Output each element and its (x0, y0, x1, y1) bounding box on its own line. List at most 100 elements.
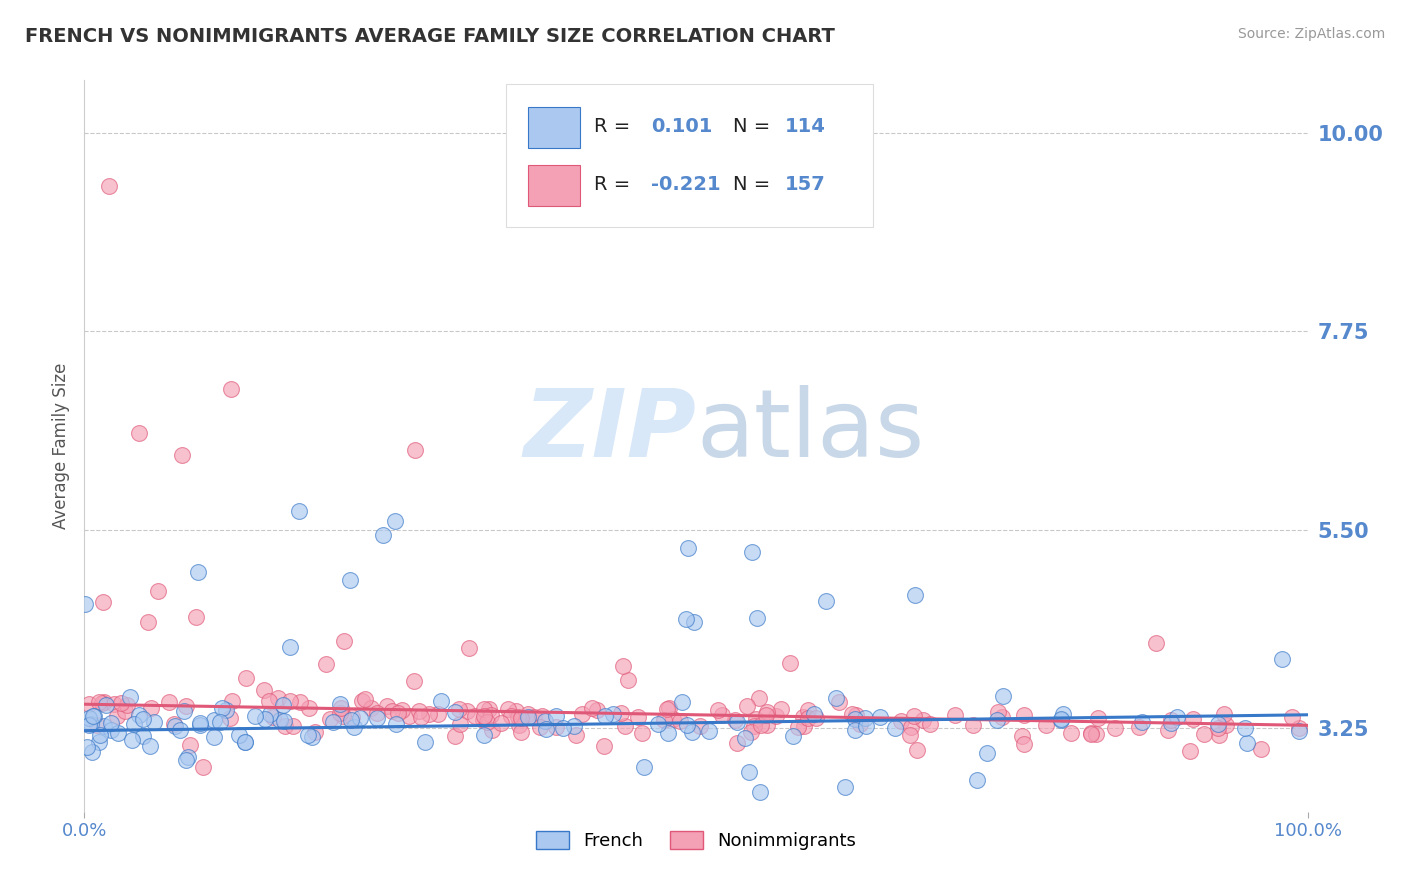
FancyBboxPatch shape (506, 84, 873, 227)
French (855, 719, 877, 733)
Nonimmigrants (593, 739, 616, 754)
French (297, 728, 319, 742)
Nonimmigrants (631, 725, 654, 739)
French (100, 716, 122, 731)
French (329, 697, 352, 711)
French (89, 735, 111, 749)
French (269, 713, 291, 727)
Nonimmigrants (221, 694, 243, 708)
French (93, 719, 115, 733)
Nonimmigrants (342, 710, 364, 724)
Nonimmigrants (163, 717, 186, 731)
Nonimmigrants (475, 715, 498, 730)
Nonimmigrants (987, 705, 1010, 719)
Nonimmigrants (472, 702, 495, 716)
Nonimmigrants (765, 708, 787, 723)
French (176, 753, 198, 767)
French (139, 739, 162, 753)
Y-axis label: Average Family Size: Average Family Size (52, 363, 70, 529)
French (301, 731, 323, 745)
Nonimmigrants (91, 696, 114, 710)
French (89, 728, 111, 742)
Nonimmigrants (779, 656, 801, 670)
French (1050, 714, 1073, 728)
French (215, 703, 238, 717)
French (444, 705, 467, 719)
Nonimmigrants (658, 700, 681, 714)
Nonimmigrants (627, 710, 650, 724)
French (76, 739, 98, 754)
Text: 114: 114 (786, 117, 827, 136)
Nonimmigrants (315, 657, 337, 671)
French (814, 594, 837, 608)
French (75, 597, 97, 611)
French (725, 714, 748, 729)
French (976, 746, 998, 760)
French (94, 698, 117, 712)
Nonimmigrants (366, 706, 388, 720)
FancyBboxPatch shape (529, 165, 579, 206)
Nonimmigrants (508, 717, 530, 731)
Nonimmigrants (128, 425, 150, 440)
Nonimmigrants (612, 659, 634, 673)
French (288, 504, 311, 518)
Nonimmigrants (943, 707, 966, 722)
Nonimmigrants (1281, 709, 1303, 723)
French (233, 735, 256, 749)
French (122, 717, 145, 731)
Nonimmigrants (1180, 744, 1202, 758)
French (825, 690, 848, 705)
Nonimmigrants (1012, 707, 1035, 722)
Nonimmigrants (756, 706, 779, 720)
French (681, 725, 703, 739)
Nonimmigrants (1192, 727, 1215, 741)
Nonimmigrants (920, 717, 942, 731)
French (633, 760, 655, 774)
Nonimmigrants (845, 707, 868, 722)
Nonimmigrants (304, 724, 326, 739)
French (683, 615, 706, 630)
Text: atlas: atlas (696, 385, 924, 477)
Nonimmigrants (353, 692, 375, 706)
Nonimmigrants (398, 709, 420, 723)
Nonimmigrants (360, 700, 382, 714)
French (803, 706, 825, 721)
FancyBboxPatch shape (529, 107, 579, 147)
Nonimmigrants (411, 709, 433, 723)
Nonimmigrants (273, 718, 295, 732)
French (349, 711, 371, 725)
French (647, 717, 669, 731)
Nonimmigrants (755, 707, 778, 722)
Text: R =: R = (595, 176, 631, 194)
Nonimmigrants (489, 715, 512, 730)
Nonimmigrants (1087, 711, 1109, 725)
French (657, 726, 679, 740)
French (128, 707, 150, 722)
Nonimmigrants (103, 698, 125, 712)
Nonimmigrants (565, 728, 588, 742)
Nonimmigrants (110, 696, 132, 710)
Nonimmigrants (387, 706, 409, 720)
French (738, 764, 761, 779)
French (1166, 709, 1188, 723)
Nonimmigrants (617, 673, 640, 688)
Nonimmigrants (849, 716, 872, 731)
Nonimmigrants (962, 718, 984, 732)
Nonimmigrants (281, 718, 304, 732)
French (278, 640, 301, 654)
Nonimmigrants (707, 703, 730, 717)
French (80, 745, 103, 759)
Text: N =: N = (733, 117, 770, 136)
French (259, 707, 281, 722)
French (211, 700, 233, 714)
French (536, 723, 558, 737)
French (1050, 712, 1073, 726)
Nonimmigrants (146, 584, 169, 599)
French (1130, 715, 1153, 730)
French (741, 545, 763, 559)
Nonimmigrants (725, 736, 748, 750)
French (671, 695, 693, 709)
French (1234, 722, 1257, 736)
French (517, 710, 540, 724)
Nonimmigrants (404, 673, 426, 688)
